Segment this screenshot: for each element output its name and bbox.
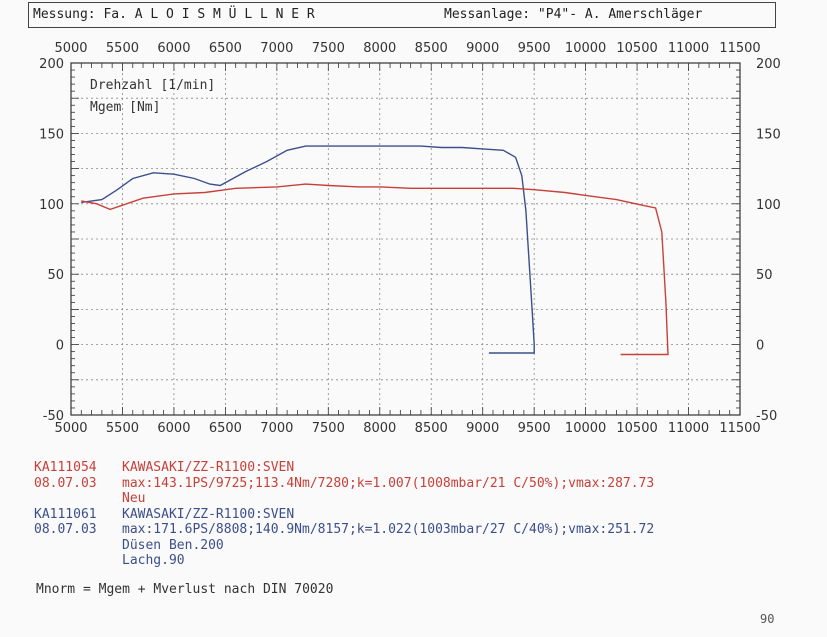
record-text: max:143.1PS/9725;113.4Nm/7280;k=1.007(10… xyxy=(122,475,655,491)
measurement-company: Messung: Fa. A L O I S M Ü L L N E R xyxy=(33,7,315,22)
x-tick-label-bottom: 7000 xyxy=(260,421,293,436)
x-tick-label-top: 10000 xyxy=(565,41,606,56)
record-text: Neu xyxy=(122,491,146,506)
y-axis-labels-left: 200 150 100 50 0 -50 xyxy=(39,57,64,424)
norm-formula: Mnorm = Mgem + Mverlust nach DIN 70020 xyxy=(36,582,334,597)
record-code: KA111054 xyxy=(34,460,97,475)
record-code: KA111061 xyxy=(34,506,97,522)
grid xyxy=(71,63,740,415)
dyno-chart: 5000 5500 6000 6500 7000 7500 8000 8500 9000 9500… xyxy=(39,41,781,436)
record-line: Lachg.90 xyxy=(34,553,654,569)
x-tick-label-top: 6000 xyxy=(157,41,190,56)
y-tick-label-right: 50 xyxy=(756,268,773,283)
legend-label-rpm: Drehzahl [1/min] xyxy=(90,78,215,93)
x-tick-label-top: 7500 xyxy=(312,41,345,56)
series-layer xyxy=(81,145,669,356)
record-text: max:171.6PS/8808;140.9Nm/8157;k=1.022(10… xyxy=(122,522,655,537)
x-tick-label-bottom: 6500 xyxy=(209,421,242,436)
y-tick-label-left: 200 xyxy=(39,57,64,72)
x-tick-label-bottom: 7500 xyxy=(312,421,345,436)
x-tick-label-top: 11500 xyxy=(719,41,760,56)
record-line: KA111054 KAWASAKI/ZZ-R1100:SVEN xyxy=(34,460,654,476)
record-text: KAWASAKI/ZZ-R1100:SVEN xyxy=(122,460,295,475)
record-line: KA111061 KAWASAKI/ZZ-R1100:SVEN xyxy=(34,507,654,523)
measurement-header: Messung: Fa. A L O I S M Ü L L N E R Mes… xyxy=(28,2,776,28)
y-tick-label-right: -50 xyxy=(756,409,777,424)
record-line: Düsen Ben.200 xyxy=(34,538,654,554)
y-tick-label-right: 0 xyxy=(756,339,764,354)
y-tick-label-left: 50 xyxy=(47,268,64,283)
x-tick-label-top: 9000 xyxy=(466,41,499,56)
y-tick-label-right: 150 xyxy=(756,127,781,142)
x-tick-label-top: 11000 xyxy=(668,41,709,56)
x-tick-label-bottom: 6000 xyxy=(157,421,190,436)
x-tick-label-bottom: 8000 xyxy=(363,421,396,436)
legend: Drehzahl [1/min] Mgem [Nm] xyxy=(90,78,215,115)
record-text: Düsen Ben.200 xyxy=(122,537,224,553)
record-text: KAWASAKI/ZZ-R1100:SVEN xyxy=(122,506,295,522)
x-tick-label-bottom: 8500 xyxy=(415,421,448,436)
x-tick-label-bottom: 9000 xyxy=(466,421,499,436)
x-axis-labels-top: 5000 5500 6000 6500 7000 7500 8000 8500 9000 9500… xyxy=(54,41,760,56)
y-tick-label-left: -50 xyxy=(43,409,64,424)
x-tick-label-top: 7000 xyxy=(260,41,293,56)
measurement-equipment: Messanlage: "P4"- A. Amerschläger xyxy=(444,7,703,22)
y-tick-label-left: 0 xyxy=(56,339,64,354)
x-tick-label-bottom: 5500 xyxy=(106,421,139,436)
x-tick-label-bottom: 5000 xyxy=(54,421,87,436)
y-tick-label-right: 200 xyxy=(756,57,781,72)
run-records: KA111054 KAWASAKI/ZZ-R1100:SVEN 08.07.03 ma… xyxy=(34,460,654,569)
record-line: Neu xyxy=(34,491,654,507)
y-tick-label-left: 150 xyxy=(39,127,64,142)
record-text: Lachg.90 xyxy=(122,553,185,568)
x-tick-label-top: 5000 xyxy=(54,41,87,56)
x-tick-label-top: 5500 xyxy=(106,41,139,56)
x-tick-label-bottom: 10000 xyxy=(565,421,606,436)
legend-label-torque: Mgem [Nm] xyxy=(90,100,160,115)
x-tick-label-top: 10500 xyxy=(616,41,657,56)
record-line: 08.07.03 max:143.1PS/9725;113.4Nm/7280;k=… xyxy=(34,476,654,492)
x-tick-label-bottom: 11000 xyxy=(668,421,709,436)
x-tick-label-bottom: 10500 xyxy=(616,421,657,436)
x-tick-label-bottom: 9500 xyxy=(518,421,551,436)
x-tick-label-top: 6500 xyxy=(209,41,242,56)
record-date: 08.07.03 xyxy=(34,475,97,491)
series-line-2 xyxy=(81,183,669,356)
x-tick-label-bottom: 11500 xyxy=(719,421,760,436)
record-date: 08.07.03 xyxy=(34,522,97,537)
record-line: 08.07.03 max:171.6PS/8808;140.9Nm/8157;k=… xyxy=(34,522,654,538)
y-axis-labels-right: 200 150 100 50 0 -50 xyxy=(756,57,781,424)
x-axis-labels-bottom: 5000 5500 6000 6500 7000 7500 8000 8500 9000 9500… xyxy=(54,421,760,436)
y-tick-label-left: 100 xyxy=(39,198,64,213)
x-tick-label-top: 8500 xyxy=(415,41,448,56)
series-line-1 xyxy=(81,145,535,354)
corner-mark: 90 xyxy=(760,612,775,626)
x-tick-label-top: 8000 xyxy=(363,41,396,56)
x-tick-label-top: 9500 xyxy=(518,41,551,56)
y-tick-label-right: 100 xyxy=(756,198,781,213)
axis-ticks xyxy=(70,62,741,416)
